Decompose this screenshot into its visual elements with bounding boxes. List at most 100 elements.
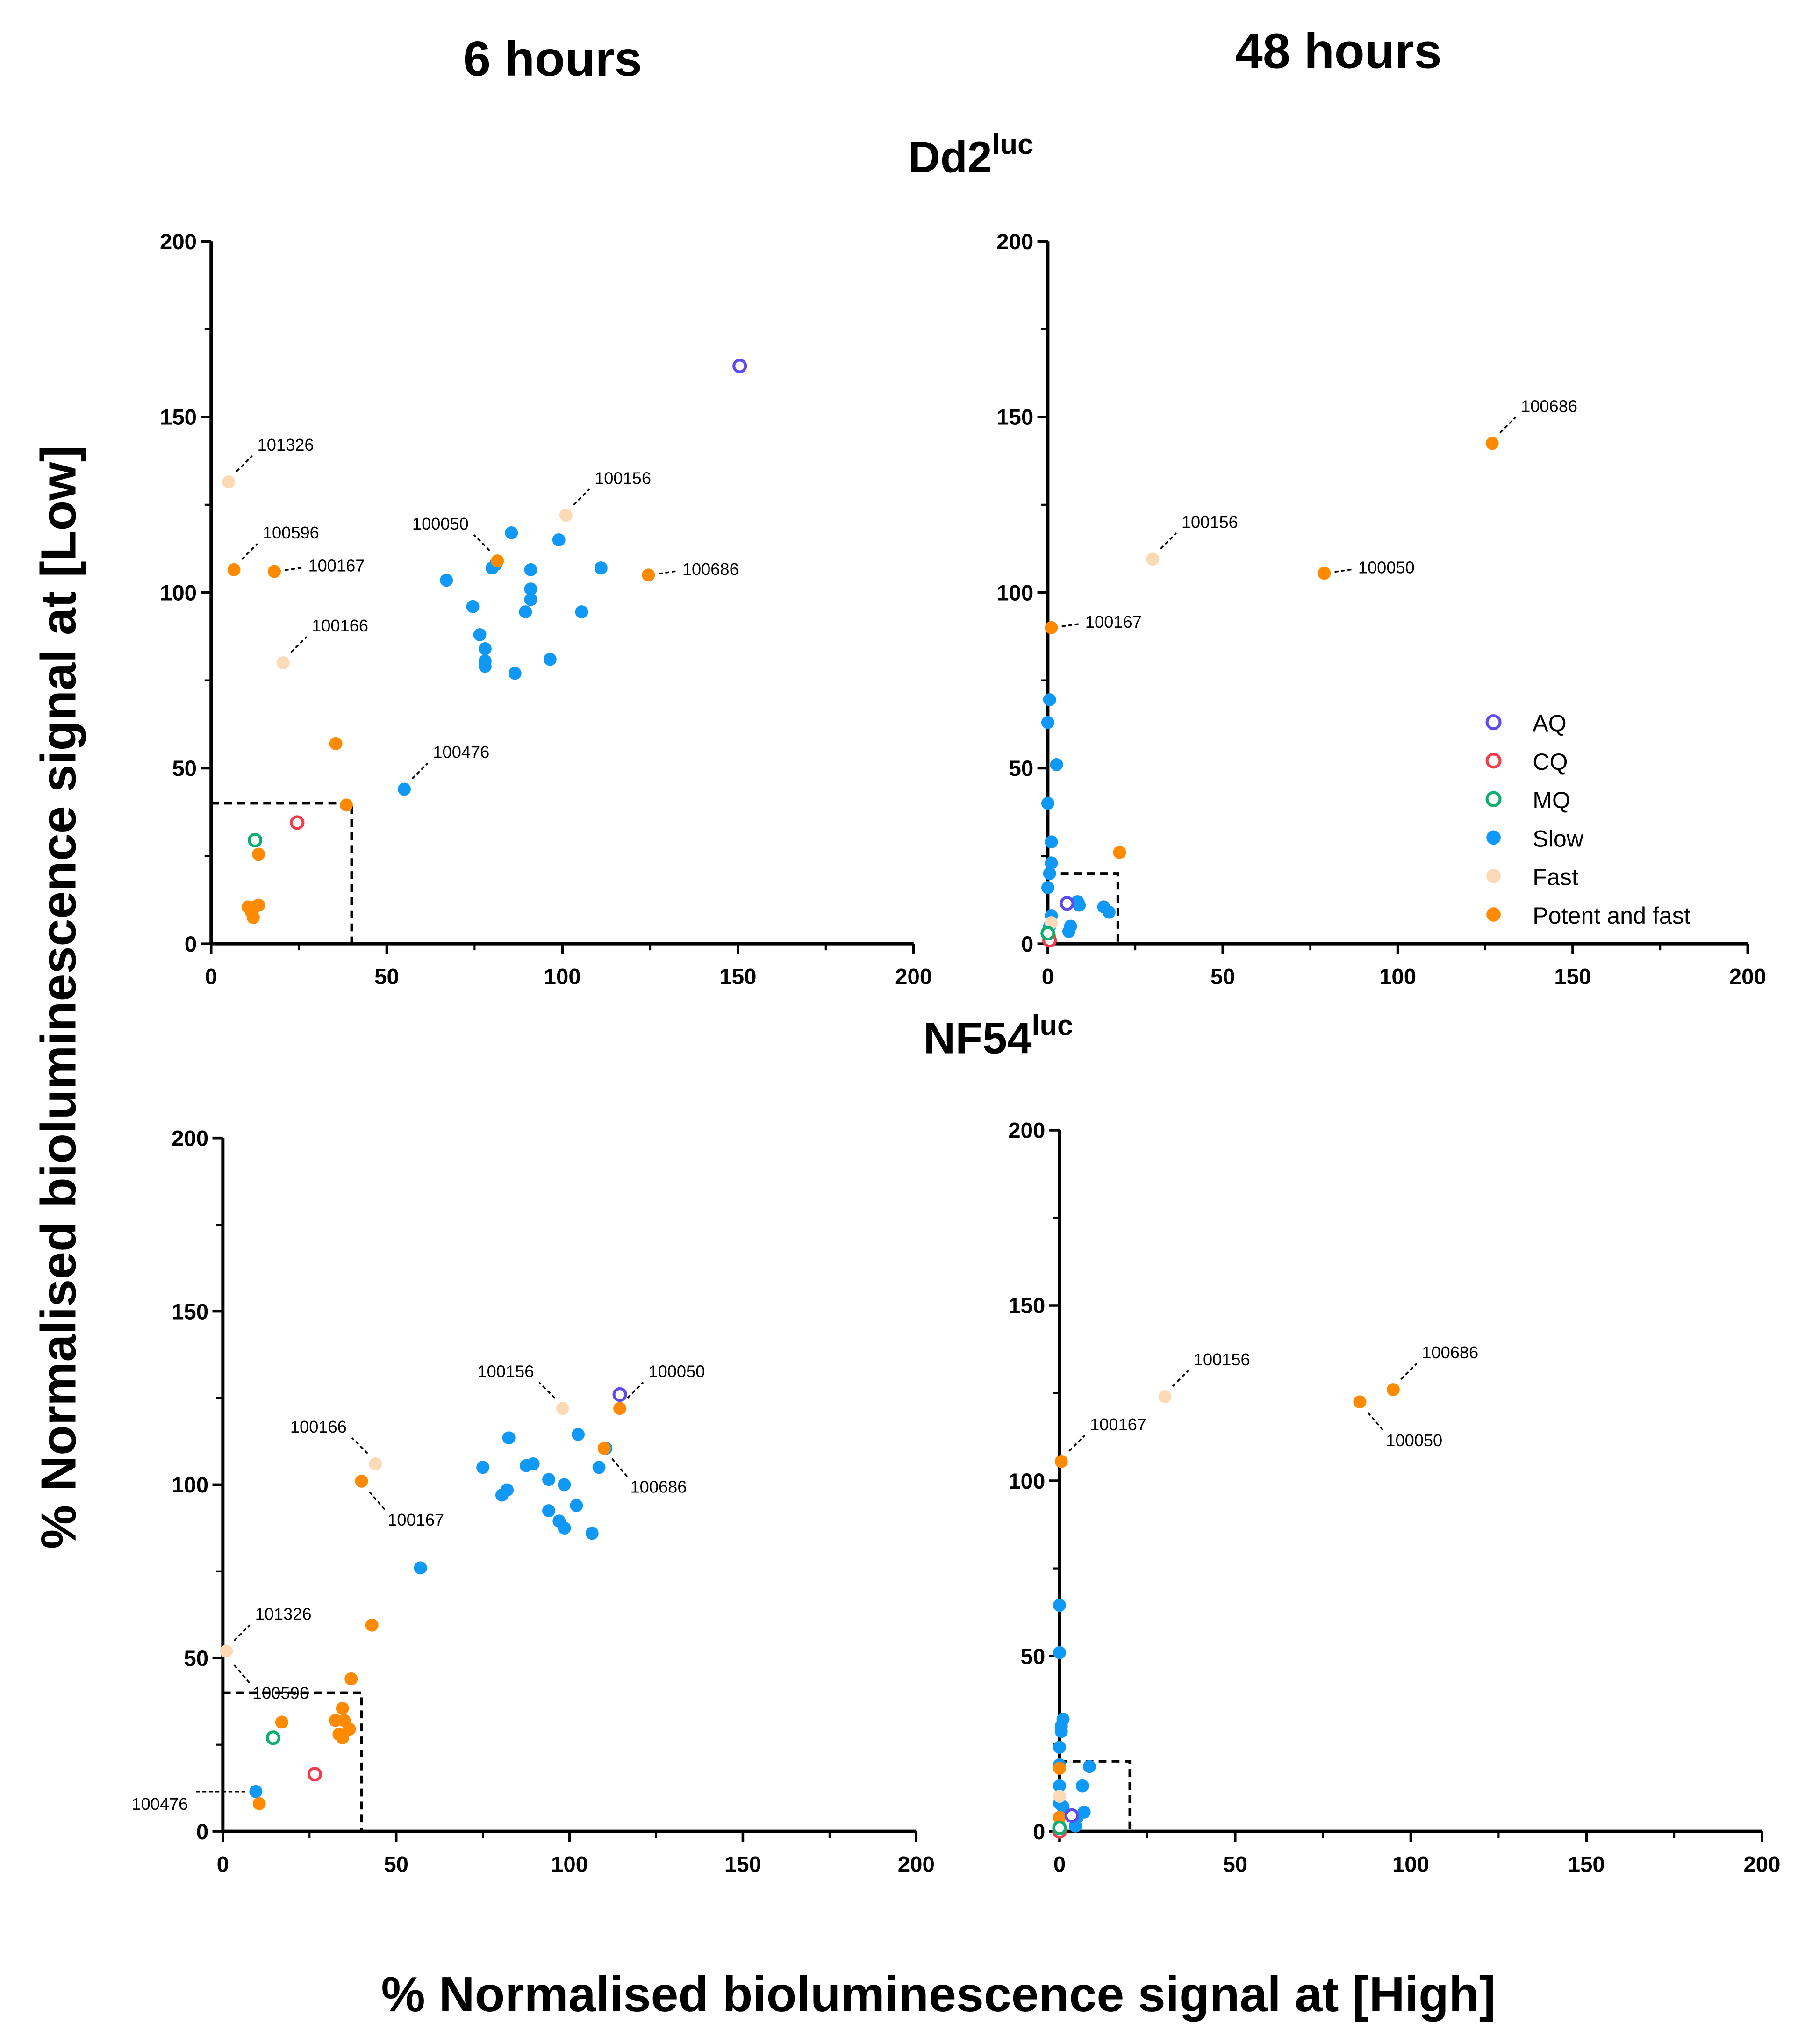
data-point-slow (508, 667, 522, 680)
data-point-slow (594, 561, 608, 575)
data-point-slow (1053, 1646, 1066, 1659)
data-point-slow (440, 574, 453, 587)
annotation-leader (411, 762, 429, 780)
data-point-cq (290, 815, 305, 830)
data-point-mq (265, 1730, 280, 1745)
strain-dd2-base: Dd2 (909, 132, 992, 182)
y-tick-label: 100 (996, 581, 1033, 605)
annotation-leader (351, 1437, 368, 1454)
header-6-hours: 6 hours (463, 31, 642, 86)
y-tick-label: 150 (1008, 1294, 1045, 1319)
panel-nf54-48h: 00 50 50 100 100 150 150 200 200 100156 100686 1000… (1008, 1119, 1780, 1877)
x-tick-label: 200 (1743, 1852, 1780, 1877)
data-point-potent (336, 1701, 349, 1715)
x-tick-label: 50 (1210, 965, 1235, 990)
data-point-mq (1040, 926, 1055, 941)
y-tick-label: 50 (1021, 1644, 1046, 1669)
x-tick-label: 50 (1223, 1852, 1247, 1877)
y-tick-label: 200 (996, 230, 1033, 254)
annotation-leader (1367, 1412, 1384, 1431)
data-point-potent (268, 565, 281, 578)
data-point-cq (307, 1767, 322, 1782)
x-tick-label: 150 (719, 965, 756, 990)
data-point-slow (542, 1473, 555, 1486)
data-point-slow (1045, 835, 1058, 849)
data-point-slow (572, 1427, 585, 1441)
y-tick-label: 0 (1021, 932, 1033, 957)
data-point-potent (340, 798, 353, 812)
x-tick-label: 0 (1042, 965, 1054, 990)
annotation-label: 100476 (433, 743, 489, 762)
y-tick-label: 50 (184, 1646, 208, 1671)
y-tick-label: 0 (185, 932, 197, 957)
data-point-potent (597, 1442, 611, 1455)
data-point-slow (1050, 758, 1063, 771)
data-point-aq (732, 359, 747, 373)
data-point-slow (473, 628, 487, 641)
x-axis-label: % Normalised bioluminescence signal at [… (381, 1967, 1495, 2022)
data-point-potent (491, 554, 504, 568)
annotation-leader (233, 1624, 251, 1642)
data-point-slow (1102, 905, 1116, 919)
legend-marker-potent (1486, 907, 1501, 922)
annotation-leader (285, 567, 303, 571)
data-point-potent (355, 1475, 368, 1488)
data-point-potent (252, 847, 265, 861)
x-tick-label: 0 (217, 1852, 229, 1877)
annotation-leader (241, 543, 258, 560)
annotation-label: 101326 (258, 435, 314, 454)
strain-nf54-base: NF54 (924, 1013, 1032, 1063)
data-point-slow (1041, 716, 1054, 729)
data-point-mq (1052, 1821, 1067, 1836)
data-point-fast (276, 656, 290, 669)
annotation-leader (1400, 1363, 1418, 1380)
x-tick-label: 0 (205, 965, 217, 990)
legend-marker-aq (1485, 714, 1502, 731)
x-tick-label: 150 (724, 1852, 761, 1877)
y-tick-label: 100 (160, 581, 197, 605)
y-tick-label: 200 (160, 230, 197, 254)
data-point-slow (1073, 898, 1086, 912)
data-point-potent (1053, 1811, 1066, 1824)
x-tick-label: 200 (1729, 965, 1766, 990)
data-point-slow (1054, 1725, 1068, 1738)
annotation-leader (1061, 623, 1080, 627)
annotation-label: 100156 (1182, 512, 1238, 531)
annotation-leader (290, 636, 308, 653)
data-point-slow (466, 600, 480, 613)
annotation-leader (1160, 532, 1177, 550)
data-point-potent (252, 1797, 266, 1810)
y-tick-label: 150 (160, 405, 197, 430)
annotation-label: 100050 (648, 1362, 705, 1381)
annotation-label: 100050 (1386, 1431, 1442, 1450)
data-point-slow (526, 1457, 540, 1470)
y-tick-label: 50 (1009, 756, 1034, 781)
data-point-potent (1386, 1383, 1400, 1396)
data-point-slow (519, 605, 532, 618)
x-tick-label: 150 (1554, 965, 1591, 990)
data-point-potent (1485, 437, 1499, 450)
data-point-fast (1158, 1390, 1172, 1403)
annotation-label: 100167 (308, 556, 365, 575)
x-tick-label: 100 (1379, 965, 1416, 990)
strain-label-dd2: Dd2luc (909, 128, 1034, 182)
data-point-potent (343, 1722, 356, 1736)
legend-label-slow: Slow (1533, 825, 1584, 852)
data-point-slow (398, 782, 411, 796)
panel-nf54-6h: 00 50 50 100 100 150 150 200 200 100156 100050 1001… (131, 1126, 934, 1877)
data-point-slow (1075, 1779, 1089, 1793)
data-point-potent (1318, 567, 1331, 580)
x-tick-label: 50 (384, 1852, 408, 1877)
data-point-potent (336, 1731, 349, 1744)
x-tick-label: 100 (544, 965, 581, 990)
data-point-slow (524, 582, 537, 596)
data-point-slow (1053, 1741, 1066, 1754)
annotation-label: 100167 (1085, 612, 1142, 631)
threshold-box (1060, 1760, 1132, 1832)
data-point-slow (505, 526, 518, 539)
data-point-mq (248, 832, 263, 848)
annotation-label: 100166 (290, 1417, 347, 1436)
threshold-box (222, 1691, 363, 1832)
annotation-label: 101326 (255, 1605, 312, 1624)
